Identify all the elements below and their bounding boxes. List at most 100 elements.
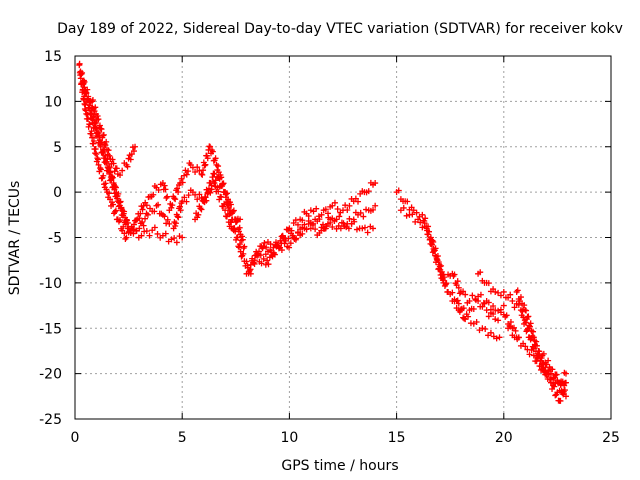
data-point xyxy=(546,376,553,383)
data-point xyxy=(490,311,497,318)
data-point xyxy=(92,119,99,126)
data-point xyxy=(553,371,560,378)
data-point xyxy=(211,180,218,187)
data-point xyxy=(194,164,201,171)
data-point xyxy=(351,218,358,225)
data-point xyxy=(495,317,502,324)
data-point xyxy=(133,227,140,234)
data-point xyxy=(281,240,288,247)
data-point xyxy=(370,206,377,213)
data-point xyxy=(542,371,549,378)
data-point xyxy=(322,206,329,213)
data-point xyxy=(85,93,92,100)
data-point xyxy=(95,129,102,136)
data-point xyxy=(203,197,210,204)
data-point xyxy=(455,300,462,307)
data-point xyxy=(266,254,273,261)
data-point xyxy=(149,227,156,234)
data-point xyxy=(436,263,443,270)
y-axis-label: SDTVAR / TECUs xyxy=(7,181,23,296)
data-point xyxy=(100,172,107,179)
data-point xyxy=(318,211,325,218)
data-point xyxy=(432,252,439,259)
data-point xyxy=(123,234,130,241)
data-point xyxy=(181,194,188,201)
data-point xyxy=(150,191,157,198)
data-point xyxy=(485,313,492,320)
data-point xyxy=(143,210,150,217)
series-trace-q xyxy=(539,350,569,387)
data-point xyxy=(530,352,537,359)
data-point xyxy=(230,207,237,214)
data-point xyxy=(239,233,246,240)
data-point xyxy=(93,151,100,158)
series-trace-l xyxy=(397,204,507,314)
y-tick-label: -15 xyxy=(39,321,62,337)
x-tick-label: 25 xyxy=(602,430,620,446)
y-tick-label: 15 xyxy=(44,49,62,65)
data-point xyxy=(139,218,146,225)
data-point xyxy=(98,139,105,146)
data-point xyxy=(230,227,237,234)
data-point xyxy=(81,78,88,85)
series-trace-c xyxy=(80,78,186,246)
data-point xyxy=(109,156,116,163)
data-point xyxy=(343,224,350,231)
data-point xyxy=(94,156,101,163)
data-point xyxy=(463,311,470,318)
data-point xyxy=(269,253,276,260)
y-tick-label: 10 xyxy=(44,94,62,110)
data-point xyxy=(136,225,143,232)
data-point xyxy=(409,211,416,218)
data-point xyxy=(84,86,91,93)
x-tick-label: 5 xyxy=(178,430,187,446)
data-point xyxy=(562,370,569,377)
data-point xyxy=(171,235,178,242)
data-point xyxy=(185,192,192,199)
data-point xyxy=(530,334,537,341)
data-point xyxy=(278,233,285,240)
data-point xyxy=(243,258,250,265)
data-point xyxy=(415,216,422,223)
data-point xyxy=(212,155,219,162)
data-point xyxy=(287,240,294,247)
data-point xyxy=(260,243,267,250)
data-point xyxy=(449,289,456,296)
data-point xyxy=(118,204,125,211)
data-point xyxy=(106,152,113,159)
data-point xyxy=(303,226,310,233)
data-point xyxy=(421,219,428,226)
data-point xyxy=(198,206,205,213)
data-point xyxy=(89,96,96,103)
data-point xyxy=(530,328,537,335)
data-point xyxy=(439,271,446,278)
data-points xyxy=(76,60,569,404)
axis-ticks: 0 5 10 15 20 25 -25 -20 -15 -10 -5 0 5 10 15 xyxy=(39,49,620,446)
data-point xyxy=(297,232,304,239)
data-point xyxy=(215,174,222,181)
data-point xyxy=(201,193,208,200)
data-point xyxy=(214,173,221,180)
data-point xyxy=(117,198,124,205)
data-point xyxy=(552,392,559,399)
data-point xyxy=(481,300,488,307)
data-point xyxy=(198,170,205,177)
data-point xyxy=(155,186,162,193)
data-point xyxy=(313,205,320,212)
data-point xyxy=(551,383,558,390)
data-point xyxy=(89,134,96,141)
data-point xyxy=(102,142,109,149)
data-point xyxy=(227,219,234,226)
data-point xyxy=(232,219,239,226)
data-point xyxy=(294,221,301,228)
data-point xyxy=(179,179,186,186)
data-point xyxy=(413,209,420,216)
data-point xyxy=(91,108,98,115)
data-point xyxy=(454,297,461,304)
data-point xyxy=(361,224,368,231)
data-point xyxy=(540,350,547,357)
data-point xyxy=(121,230,128,237)
data-point xyxy=(403,212,410,219)
data-point xyxy=(550,382,557,389)
data-point xyxy=(258,260,265,267)
